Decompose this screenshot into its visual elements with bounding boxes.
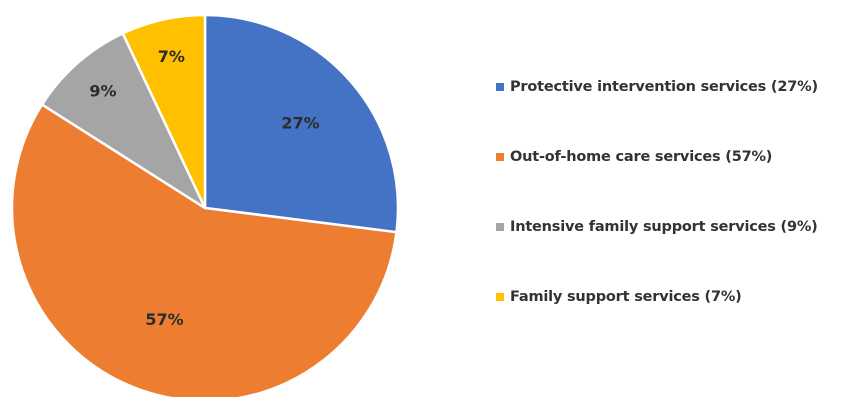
slice-label-out-of-home-care: 57% bbox=[145, 310, 183, 329]
chart-legend: Protective intervention services (27%) O… bbox=[496, 0, 852, 397]
slice-label-family-support: 7% bbox=[158, 47, 185, 66]
legend-swatch-protective-intervention bbox=[496, 83, 504, 91]
slice-label-protective-intervention: 27% bbox=[281, 113, 319, 132]
legend-label-family-support: Family support services (7%) bbox=[510, 289, 742, 305]
slice-label-intensive-family-support: 9% bbox=[89, 82, 116, 101]
legend-label-protective-intervention: Protective intervention services (27%) bbox=[510, 79, 818, 95]
pie-slice-intensive-family-support bbox=[40, 32, 207, 210]
legend-item-protective-intervention: Protective intervention services (27%) bbox=[496, 79, 818, 95]
legend-item-out-of-home-care: Out-of-home care services (57%) bbox=[496, 149, 772, 165]
pie-slice-out-of-home-care bbox=[10, 103, 398, 397]
legend-swatch-family-support bbox=[496, 293, 504, 301]
legend-swatch-intensive-family-support bbox=[496, 223, 504, 231]
legend-label-intensive-family-support: Intensive family support services (9%) bbox=[510, 219, 818, 235]
legend-label-out-of-home-care: Out-of-home care services (57%) bbox=[510, 149, 773, 165]
pie-slice-family-support bbox=[121, 13, 207, 210]
legend-item-family-support: Family support services (7%) bbox=[496, 289, 742, 305]
pie-chart: 27% 57% 9% 7% bbox=[10, 13, 400, 397]
legend-swatch-out-of-home-care bbox=[496, 153, 504, 161]
legend-item-intensive-family-support: Intensive family support services (9%) bbox=[496, 219, 818, 235]
pie-slice-protective-intervention bbox=[203, 13, 400, 234]
